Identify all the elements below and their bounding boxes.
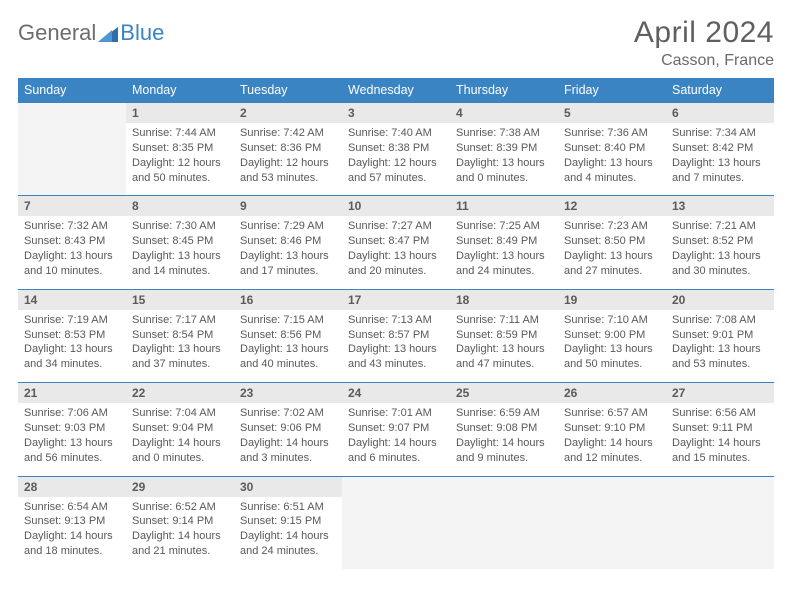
day-number: 30 xyxy=(234,476,342,497)
day-cell: Sunrise: 7:04 AMSunset: 9:04 PMDaylight:… xyxy=(126,403,234,476)
day-cell xyxy=(342,497,450,569)
day-cell: Sunrise: 7:06 AMSunset: 9:03 PMDaylight:… xyxy=(18,403,126,476)
day-cell: Sunrise: 6:59 AMSunset: 9:08 PMDaylight:… xyxy=(450,403,558,476)
day-number: 18 xyxy=(450,289,558,310)
dayhead-thursday: Thursday xyxy=(450,78,558,103)
day-number xyxy=(558,476,666,497)
day-number: 16 xyxy=(234,289,342,310)
day-number: 26 xyxy=(558,383,666,404)
day-cell: Sunrise: 7:29 AMSunset: 8:46 PMDaylight:… xyxy=(234,216,342,289)
day-number: 22 xyxy=(126,383,234,404)
day-number: 5 xyxy=(558,103,666,124)
day-number: 20 xyxy=(666,289,774,310)
day-number xyxy=(450,476,558,497)
dayhead-tuesday: Tuesday xyxy=(234,78,342,103)
day-number: 2 xyxy=(234,103,342,124)
month-title: April 2024 xyxy=(634,16,774,50)
day-cell: Sunrise: 7:38 AMSunset: 8:39 PMDaylight:… xyxy=(450,123,558,196)
day-number xyxy=(666,476,774,497)
day-cell: Sunrise: 7:40 AMSunset: 8:38 PMDaylight:… xyxy=(342,123,450,196)
day-number: 6 xyxy=(666,103,774,124)
dayhead-wednesday: Wednesday xyxy=(342,78,450,103)
day-cell: Sunrise: 7:34 AMSunset: 8:42 PMDaylight:… xyxy=(666,123,774,196)
day-number: 3 xyxy=(342,103,450,124)
day-cell: Sunrise: 7:30 AMSunset: 8:45 PMDaylight:… xyxy=(126,216,234,289)
day-number: 14 xyxy=(18,289,126,310)
day-number: 21 xyxy=(18,383,126,404)
dayhead-monday: Monday xyxy=(126,78,234,103)
day-number: 23 xyxy=(234,383,342,404)
day-number: 24 xyxy=(342,383,450,404)
day-number: 7 xyxy=(18,196,126,217)
day-cell: Sunrise: 7:10 AMSunset: 9:00 PMDaylight:… xyxy=(558,310,666,383)
dayhead-saturday: Saturday xyxy=(666,78,774,103)
day-number: 12 xyxy=(558,196,666,217)
day-number: 17 xyxy=(342,289,450,310)
day-cell: Sunrise: 6:54 AMSunset: 9:13 PMDaylight:… xyxy=(18,497,126,569)
day-cell: Sunrise: 7:17 AMSunset: 8:54 PMDaylight:… xyxy=(126,310,234,383)
day-cell: Sunrise: 7:36 AMSunset: 8:40 PMDaylight:… xyxy=(558,123,666,196)
day-cell xyxy=(666,497,774,569)
day-cell: Sunrise: 7:44 AMSunset: 8:35 PMDaylight:… xyxy=(126,123,234,196)
calendar-table: SundayMondayTuesdayWednesdayThursdayFrid… xyxy=(18,78,774,569)
day-number: 25 xyxy=(450,383,558,404)
day-number: 27 xyxy=(666,383,774,404)
logo-text-general: General xyxy=(18,20,96,46)
title-block: April 2024 Casson, France xyxy=(634,16,774,70)
day-cell: Sunrise: 7:13 AMSunset: 8:57 PMDaylight:… xyxy=(342,310,450,383)
day-number: 4 xyxy=(450,103,558,124)
day-cell: Sunrise: 7:32 AMSunset: 8:43 PMDaylight:… xyxy=(18,216,126,289)
day-number: 13 xyxy=(666,196,774,217)
day-cell: Sunrise: 7:02 AMSunset: 9:06 PMDaylight:… xyxy=(234,403,342,476)
header: General Blue April 2024 Casson, France xyxy=(18,16,774,70)
day-number: 11 xyxy=(450,196,558,217)
dayhead-friday: Friday xyxy=(558,78,666,103)
day-number xyxy=(342,476,450,497)
logo: General Blue xyxy=(18,20,164,46)
day-cell: Sunrise: 7:25 AMSunset: 8:49 PMDaylight:… xyxy=(450,216,558,289)
logo-text-blue: Blue xyxy=(120,20,164,46)
day-number xyxy=(18,103,126,124)
day-number: 19 xyxy=(558,289,666,310)
day-cell: Sunrise: 7:27 AMSunset: 8:47 PMDaylight:… xyxy=(342,216,450,289)
day-cell: Sunrise: 7:11 AMSunset: 8:59 PMDaylight:… xyxy=(450,310,558,383)
day-cell: Sunrise: 7:01 AMSunset: 9:07 PMDaylight:… xyxy=(342,403,450,476)
day-number: 9 xyxy=(234,196,342,217)
day-cell xyxy=(18,123,126,196)
day-cell: Sunrise: 7:23 AMSunset: 8:50 PMDaylight:… xyxy=(558,216,666,289)
day-number: 29 xyxy=(126,476,234,497)
day-cell xyxy=(558,497,666,569)
day-number: 28 xyxy=(18,476,126,497)
day-number: 8 xyxy=(126,196,234,217)
day-number: 10 xyxy=(342,196,450,217)
day-cell xyxy=(450,497,558,569)
day-cell: Sunrise: 6:51 AMSunset: 9:15 PMDaylight:… xyxy=(234,497,342,569)
day-cell: Sunrise: 6:56 AMSunset: 9:11 PMDaylight:… xyxy=(666,403,774,476)
day-number: 15 xyxy=(126,289,234,310)
location-label: Casson, France xyxy=(634,52,774,70)
dayhead-sunday: Sunday xyxy=(18,78,126,103)
day-cell: Sunrise: 7:15 AMSunset: 8:56 PMDaylight:… xyxy=(234,310,342,383)
day-number: 1 xyxy=(126,103,234,124)
day-cell: Sunrise: 6:52 AMSunset: 9:14 PMDaylight:… xyxy=(126,497,234,569)
day-cell: Sunrise: 6:57 AMSunset: 9:10 PMDaylight:… xyxy=(558,403,666,476)
day-cell: Sunrise: 7:21 AMSunset: 8:52 PMDaylight:… xyxy=(666,216,774,289)
day-cell: Sunrise: 7:08 AMSunset: 9:01 PMDaylight:… xyxy=(666,310,774,383)
day-cell: Sunrise: 7:42 AMSunset: 8:36 PMDaylight:… xyxy=(234,123,342,196)
day-cell: Sunrise: 7:19 AMSunset: 8:53 PMDaylight:… xyxy=(18,310,126,383)
logo-triangle-icon xyxy=(98,25,118,43)
